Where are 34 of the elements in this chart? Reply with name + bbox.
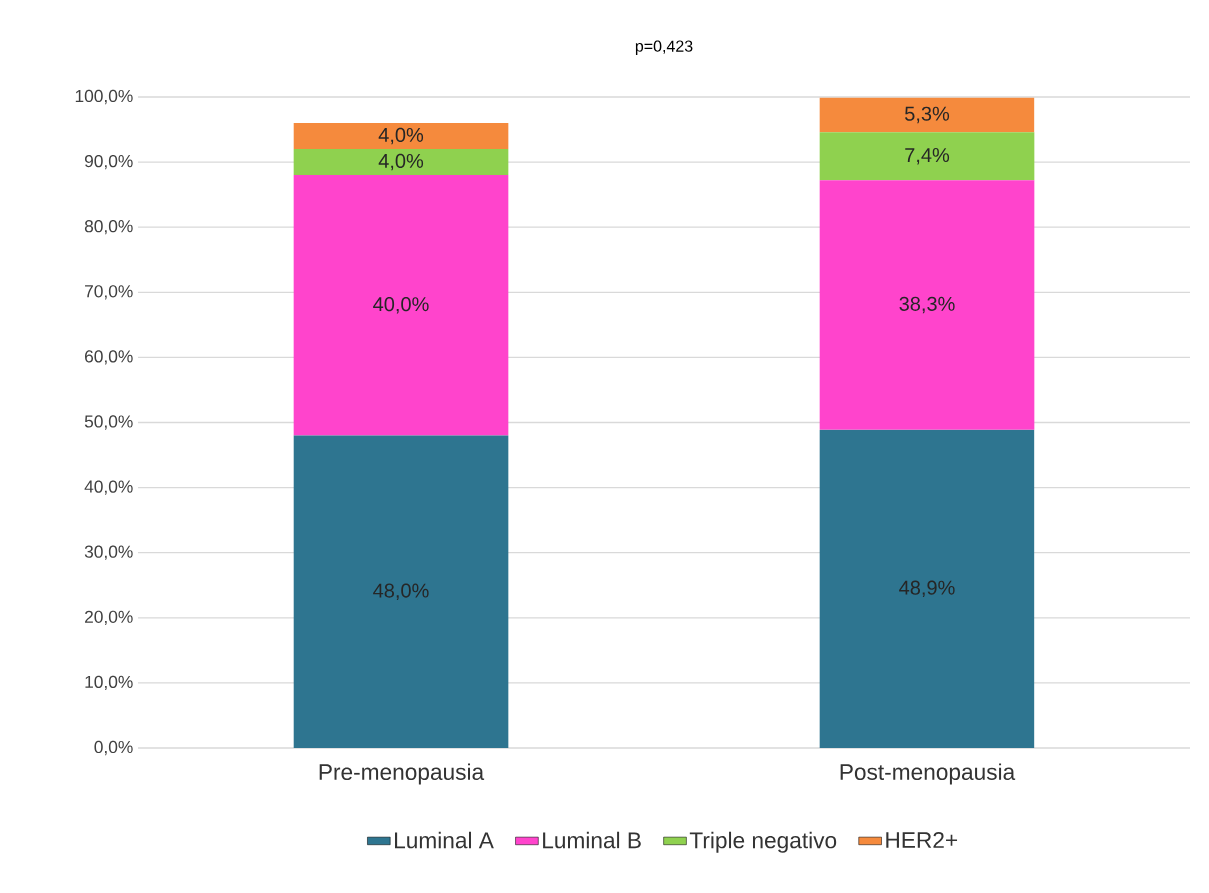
bar <box>293 175 509 436</box>
x-tick-label: Post-menopausia <box>840 763 1016 785</box>
y-tick-label: 60,0% <box>85 350 133 365</box>
chart-title: p=0,423 <box>635 40 693 55</box>
bar <box>293 435 509 748</box>
y-tick-label: 0,0% <box>94 740 133 756</box>
data-label: 4,0% <box>378 153 424 171</box>
bar <box>819 97 1035 133</box>
bar <box>293 123 509 150</box>
legend-label: Luminal B <box>543 831 641 849</box>
data-label: 5,3% <box>905 106 950 124</box>
y-tick-label: 100,0% <box>75 89 133 105</box>
y-tick-label: 80,0% <box>84 220 133 235</box>
data-label: 48,9% <box>899 580 955 598</box>
data-label: 38,3% <box>899 296 955 314</box>
y-tick-label: 70,0% <box>85 285 133 300</box>
bar <box>819 132 1035 181</box>
y-tick-label: 10,0% <box>85 675 133 691</box>
data-label: 40,0% <box>373 297 429 314</box>
legend-label: Luminal A <box>395 831 494 849</box>
bar <box>293 149 509 176</box>
x-tick-label: Pre-menopausia <box>319 763 485 785</box>
legend-label: HER2+ <box>886 832 958 848</box>
y-tick-label: 40,0% <box>84 480 133 495</box>
y-tick-label: 90,0% <box>84 154 133 170</box>
y-tick-label: 50,0% <box>84 415 133 430</box>
data-label: 4,0% <box>378 127 424 145</box>
legend-label: Triple negativo <box>689 831 837 853</box>
data-label: 7,4% <box>905 148 950 165</box>
bar <box>819 429 1035 748</box>
y-tick-label: 30,0% <box>84 545 133 560</box>
data-label: 48,0% <box>373 583 429 601</box>
bar <box>819 180 1035 430</box>
y-tick-label: 20,0% <box>85 610 133 625</box>
